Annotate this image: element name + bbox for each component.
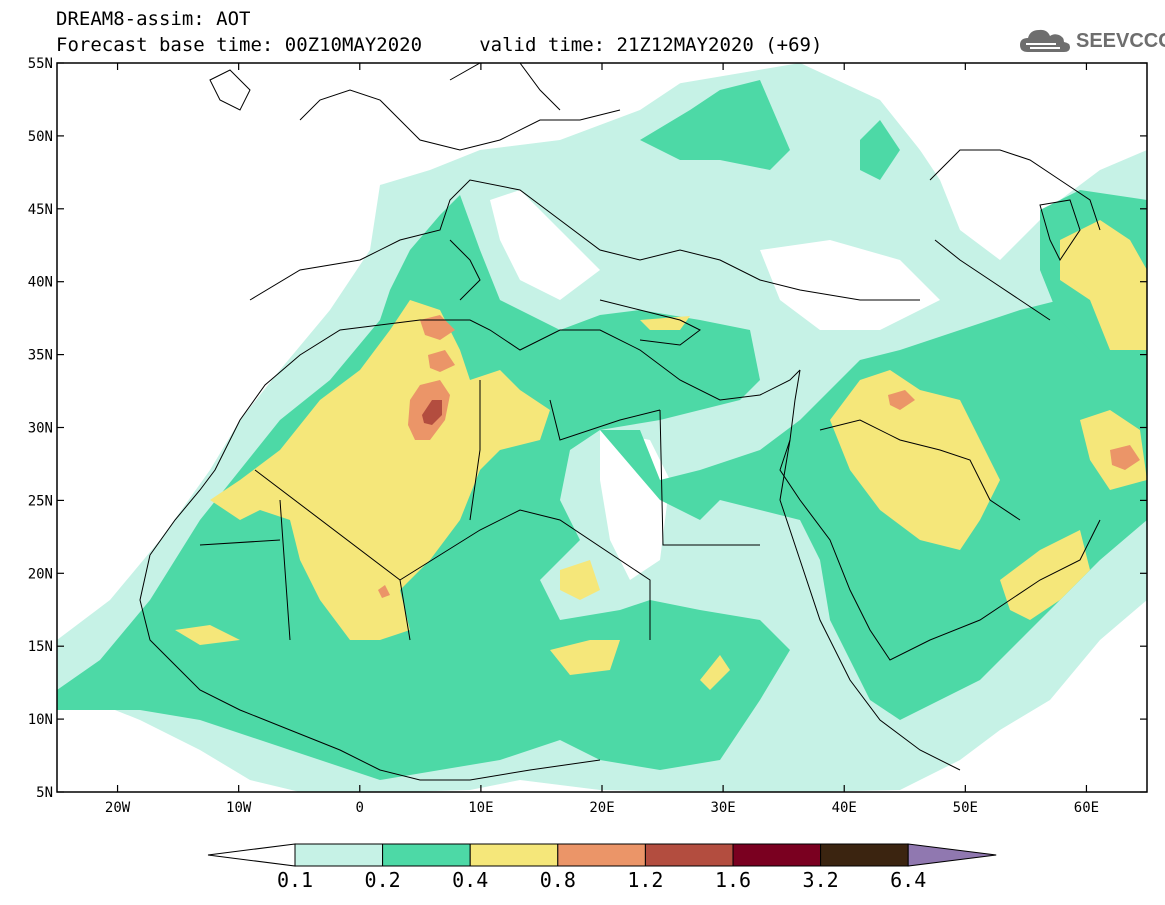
lat-tick-label: 45N — [28, 202, 53, 218]
lat-tick-label: 5N — [36, 785, 53, 801]
coastlines-borders — [139, 63, 1101, 781]
lon-tick-label: 40E — [832, 800, 857, 816]
lon-tick-label: 10W — [226, 800, 252, 816]
lon-tick-label: 10E — [468, 800, 493, 816]
colorbar-under-triangle — [207, 843, 296, 867]
aot-below-0.1-areas — [490, 63, 1147, 580]
colorbar-over-triangle — [907, 843, 997, 867]
lon-tick-label: 20W — [105, 800, 131, 816]
lon-tick-label: 20E — [589, 800, 614, 816]
aot-field-1.2-1.6 — [422, 400, 442, 425]
colorbar-cell — [732, 843, 822, 867]
lon-tick-label: 30E — [710, 800, 735, 816]
lat-tick-label: 25N — [28, 493, 53, 509]
seevccc-logo: SEEVCCC — [1018, 26, 1165, 56]
lat-tick-label: 15N — [28, 639, 53, 655]
lat-tick-label: 20N — [28, 566, 53, 582]
map-axes: 20W 10W 0 10E 20E 30E 40E 50E 60E 55N 50N 45N 40N 35N… — [28, 56, 1147, 816]
colorbar-label: 0.1 — [277, 868, 313, 892]
lon-tick-label: 60E — [1074, 800, 1099, 816]
colorbar-label: 6.4 — [890, 868, 926, 892]
forecast-time-line: Forecast base time: 00Z10MAY2020 valid t… — [56, 34, 823, 56]
colorbar-label: 0.8 — [540, 868, 576, 892]
colorbar: 0.1 0.2 0.4 0.8 1.2 1.6 3.2 6.4 — [207, 843, 997, 892]
colorbar-label: 3.2 — [803, 868, 839, 892]
aot-field-0.4-0.8 — [175, 220, 1147, 690]
colorbar-cell — [382, 843, 471, 867]
colorbar-cell — [557, 843, 646, 867]
lat-tick-label: 55N — [28, 56, 53, 72]
colorbar-cell — [469, 843, 559, 867]
lat-tick-label: 30N — [28, 421, 53, 437]
cloud-icon — [1020, 29, 1070, 52]
lon-tick-label: 0 — [356, 800, 364, 816]
colorbar-cell — [294, 843, 384, 867]
lat-tick-label: 35N — [28, 348, 53, 364]
colorbar-label: 1.6 — [715, 868, 751, 892]
lat-tick-label: 40N — [28, 275, 53, 291]
colorbar-label: 0.4 — [452, 868, 488, 892]
map-plot-area — [57, 63, 1147, 792]
lat-tick-label: 10N — [28, 712, 53, 728]
lon-tick-label: 50E — [953, 800, 978, 816]
logo-text: SEEVCCC — [1076, 29, 1165, 52]
map-title: DREAM8-assim: AOT — [56, 8, 251, 30]
lat-tick-label: 50N — [28, 129, 53, 145]
colorbar-cell — [820, 843, 909, 867]
colorbar-label: 0.2 — [365, 868, 401, 892]
colorbar-label: 1.2 — [627, 868, 663, 892]
colorbar-cell — [644, 843, 734, 867]
aot-field-0.8-1.2 — [378, 315, 1140, 598]
